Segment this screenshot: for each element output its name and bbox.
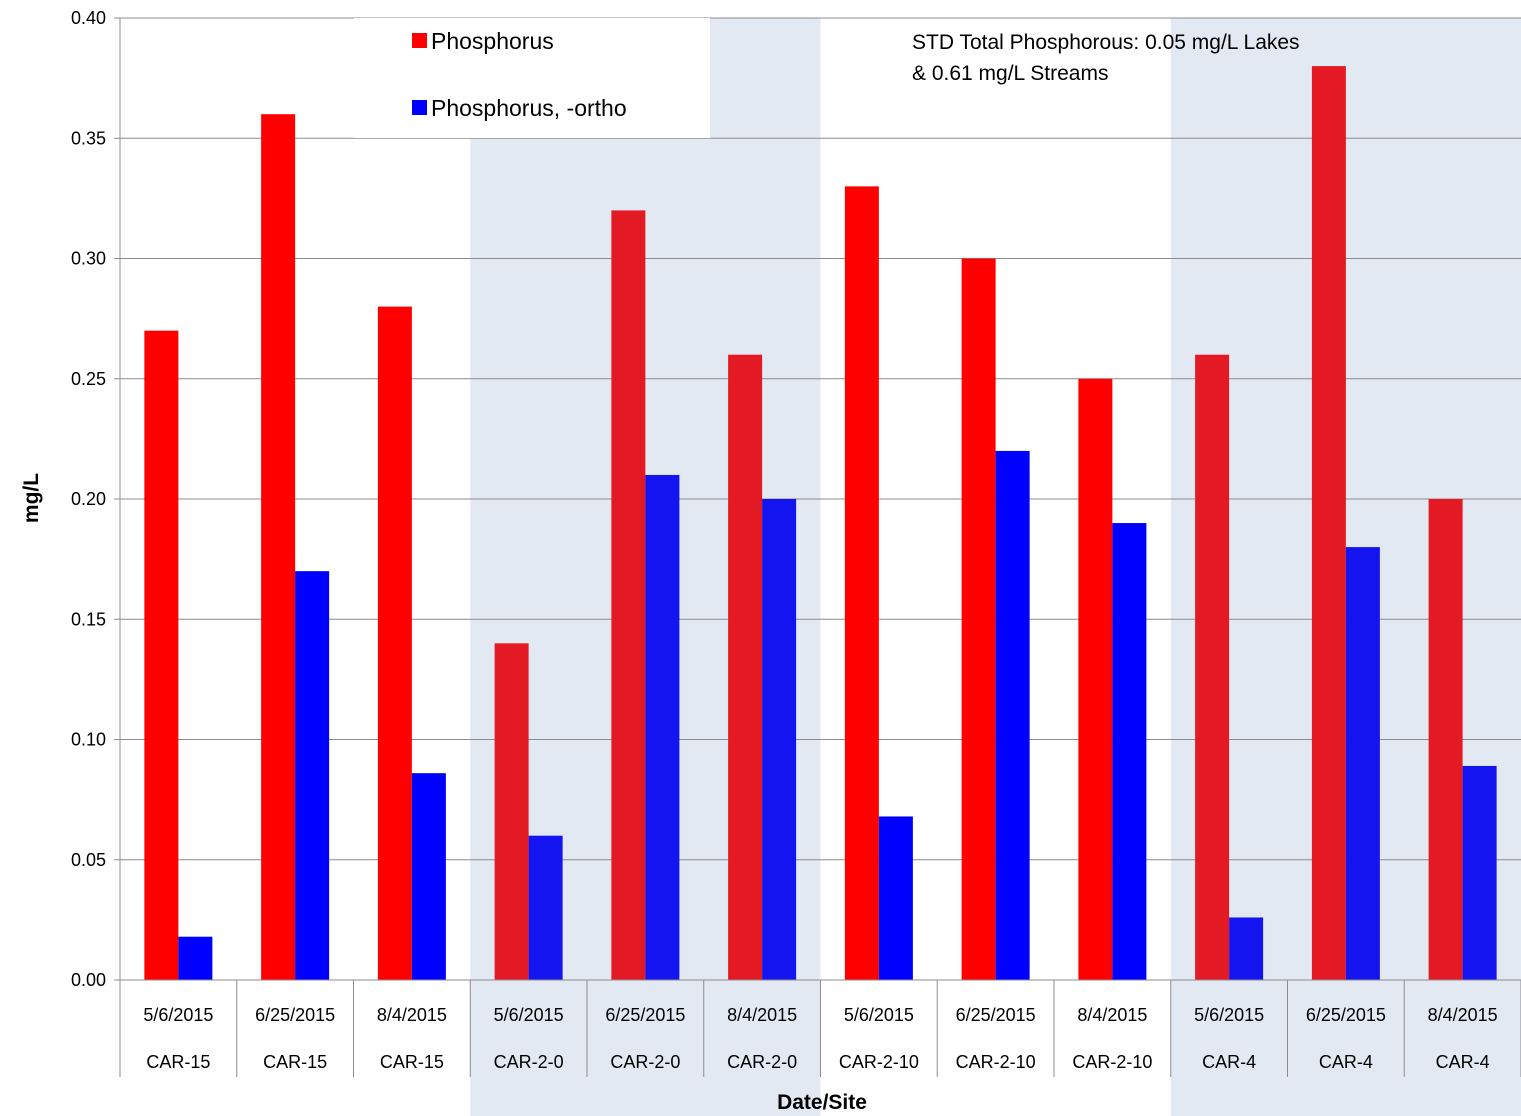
bar-phosphorus-10 [1311,66,1346,981]
bar-phosphorus-ortho-6 [878,816,913,980]
x-date-label: 8/4/2015 [377,1005,447,1025]
x-site-label: CAR-4 [1319,1052,1373,1072]
x-site-label: CAR-2-10 [956,1052,1036,1072]
bar-phosphorus-ortho-10 [1345,547,1380,980]
x-date-label: 6/25/2015 [956,1005,1036,1025]
bar-phosphorus-2 [377,306,412,981]
bar-phosphorus-6 [844,186,879,981]
y-tick-label: 0.25 [71,369,106,389]
x-date-label: 5/6/2015 [494,1005,564,1025]
legend-swatch-phosphorus [412,33,427,48]
bar-phosphorus-ortho-3 [528,835,563,980]
y-tick-label: 0.30 [71,249,106,269]
bar-phosphorus-ortho-4 [645,474,680,980]
x-site-label: CAR-4 [1436,1052,1490,1072]
bar-phosphorus-4 [611,210,646,980]
y-tick-label: 0.15 [71,609,106,629]
axes [119,18,1521,1077]
y-tick-label: 0.40 [71,8,106,28]
x-date-label: 6/25/2015 [1306,1005,1386,1025]
x-category-labels: 5/6/2015 CAR-15 6/25/2015 CAR-15 8/4/2015 CAR… [143,1005,1497,1072]
bar-phosphorus-11 [1428,499,1463,980]
y-axis-title: mg/L [20,473,43,523]
x-site-label: CAR-2-0 [610,1052,680,1072]
legend-label-phosphorus-ortho: Phosphorus, -ortho [431,95,627,121]
x-site-label: CAR-15 [263,1052,327,1072]
x-date-label: 8/4/2015 [727,1005,797,1025]
bar-phosphorus-ortho-11 [1462,765,1497,980]
bars [144,66,1497,981]
x-site-label: CAR-2-0 [494,1052,564,1072]
bar-phosphorus-1 [261,114,296,980]
x-site-label: CAR-2-10 [839,1052,919,1072]
y-tick-label: 0.00 [71,970,106,990]
y-tick-label: 0.20 [71,489,106,509]
legend-swatch-phosphorus-ortho [412,100,427,115]
x-site-label: CAR-4 [1202,1052,1256,1072]
bar-phosphorus-0 [144,330,179,980]
bar-phosphorus-ortho-8 [1112,523,1147,980]
bar-phosphorus-5 [728,354,763,980]
bar-phosphorus-ortho-1 [295,571,330,980]
std-annotation-line-1: STD Total Phosphorous: 0.05 mg/L Lakes [912,31,1300,54]
y-tick-label: 0.05 [71,850,106,870]
bar-phosphorus-7 [961,258,996,980]
bar-phosphorus-9 [1195,354,1230,980]
std-annotation-line-2: & 0.61 mg/L Streams [912,62,1108,85]
x-site-label: CAR-15 [380,1052,444,1072]
bar-phosphorus-ortho-0 [178,936,213,980]
x-date-label: 5/6/2015 [844,1005,914,1025]
std-annotation: STD Total Phosphorous: 0.05 mg/L Lakes &… [912,31,1300,85]
x-date-label: 8/4/2015 [1077,1005,1147,1025]
x-axis-title: Date/Site [777,1091,867,1114]
x-site-label: CAR-2-10 [1072,1052,1152,1072]
bar-phosphorus-ortho-2 [411,773,446,980]
gridlines [114,17,1521,981]
x-date-label: 6/25/2015 [605,1005,685,1025]
bar-phosphorus-ortho-5 [762,499,797,980]
bar-phosphorus-ortho-7 [995,450,1030,980]
y-tick-labels: 0.00 0.05 0.10 0.15 0.20 0.25 0.30 0.35 0.40 [71,8,106,990]
bar-phosphorus-8 [1078,378,1113,980]
bar-phosphorus-ortho-9 [1229,917,1264,980]
y-tick-label: 0.10 [71,730,106,750]
x-date-label: 6/25/2015 [255,1005,335,1025]
x-date-label: 8/4/2015 [1428,1005,1498,1025]
bar-phosphorus-3 [494,643,529,980]
x-date-label: 5/6/2015 [143,1005,213,1025]
x-site-label: CAR-15 [146,1052,210,1072]
x-site-label: CAR-2-0 [727,1052,797,1072]
legend-label-phosphorus: Phosphorus [431,28,554,54]
y-tick-label: 0.35 [71,128,106,148]
legend: Phosphorus Phosphorus, -ortho [354,18,710,138]
x-date-label: 5/6/2015 [1194,1005,1264,1025]
